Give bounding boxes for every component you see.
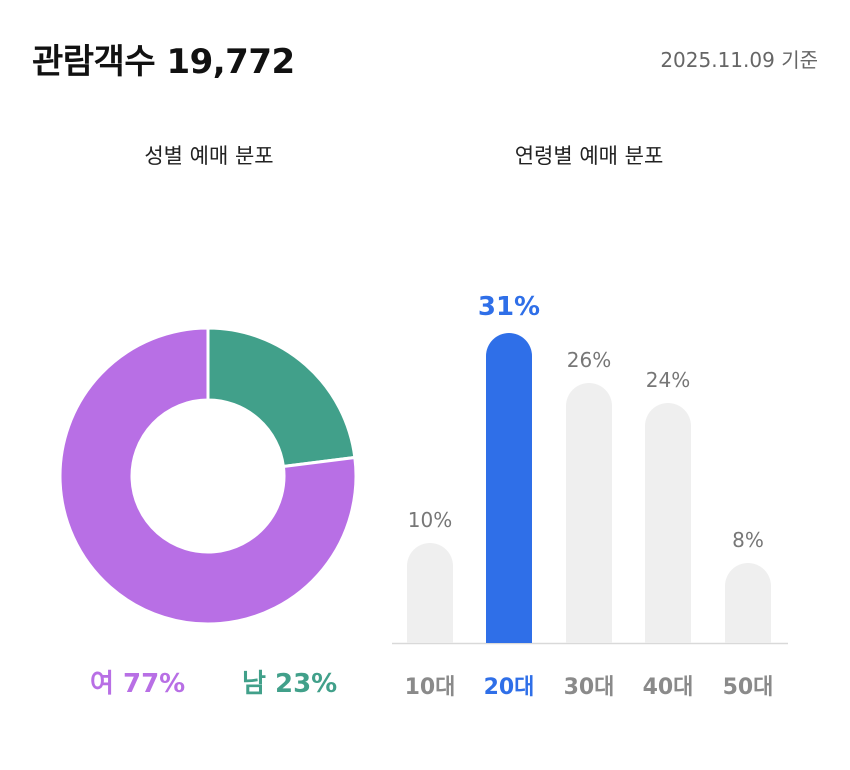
bar-10대 (407, 543, 453, 643)
bar-value-label: 10% (408, 508, 452, 532)
bar-category-label: 50대 (723, 675, 774, 700)
page-title: 관람객수 19,772 (32, 42, 295, 82)
age-chart-title: 연령별 예매 분포 (514, 144, 664, 168)
female-share-label: 여 77% (90, 669, 186, 699)
male-share-label: 남 23% (242, 669, 338, 699)
bar-50대 (725, 563, 771, 643)
bar-value-label: 24% (646, 368, 690, 392)
bar-value-label: 26% (567, 348, 611, 372)
bar-40대 (645, 403, 691, 643)
gender-donut-chart (58, 326, 358, 626)
as-of-date: 2025.11.09 기준 (660, 48, 818, 72)
bar-30대 (566, 383, 612, 643)
bar-category-label: 20대 (484, 675, 535, 700)
bar-20대 (486, 333, 532, 643)
donut-slice-female (58, 326, 358, 626)
bar-value-label: 8% (732, 528, 764, 552)
bar-category-label: 30대 (564, 675, 615, 700)
donut-slice-male (206, 326, 357, 469)
gender-chart-title: 성별 예매 분포 (144, 144, 274, 168)
bar-category-label: 40대 (643, 675, 694, 700)
bar-category-label: 10대 (405, 675, 456, 700)
bar-value-label: 31% (478, 292, 540, 322)
